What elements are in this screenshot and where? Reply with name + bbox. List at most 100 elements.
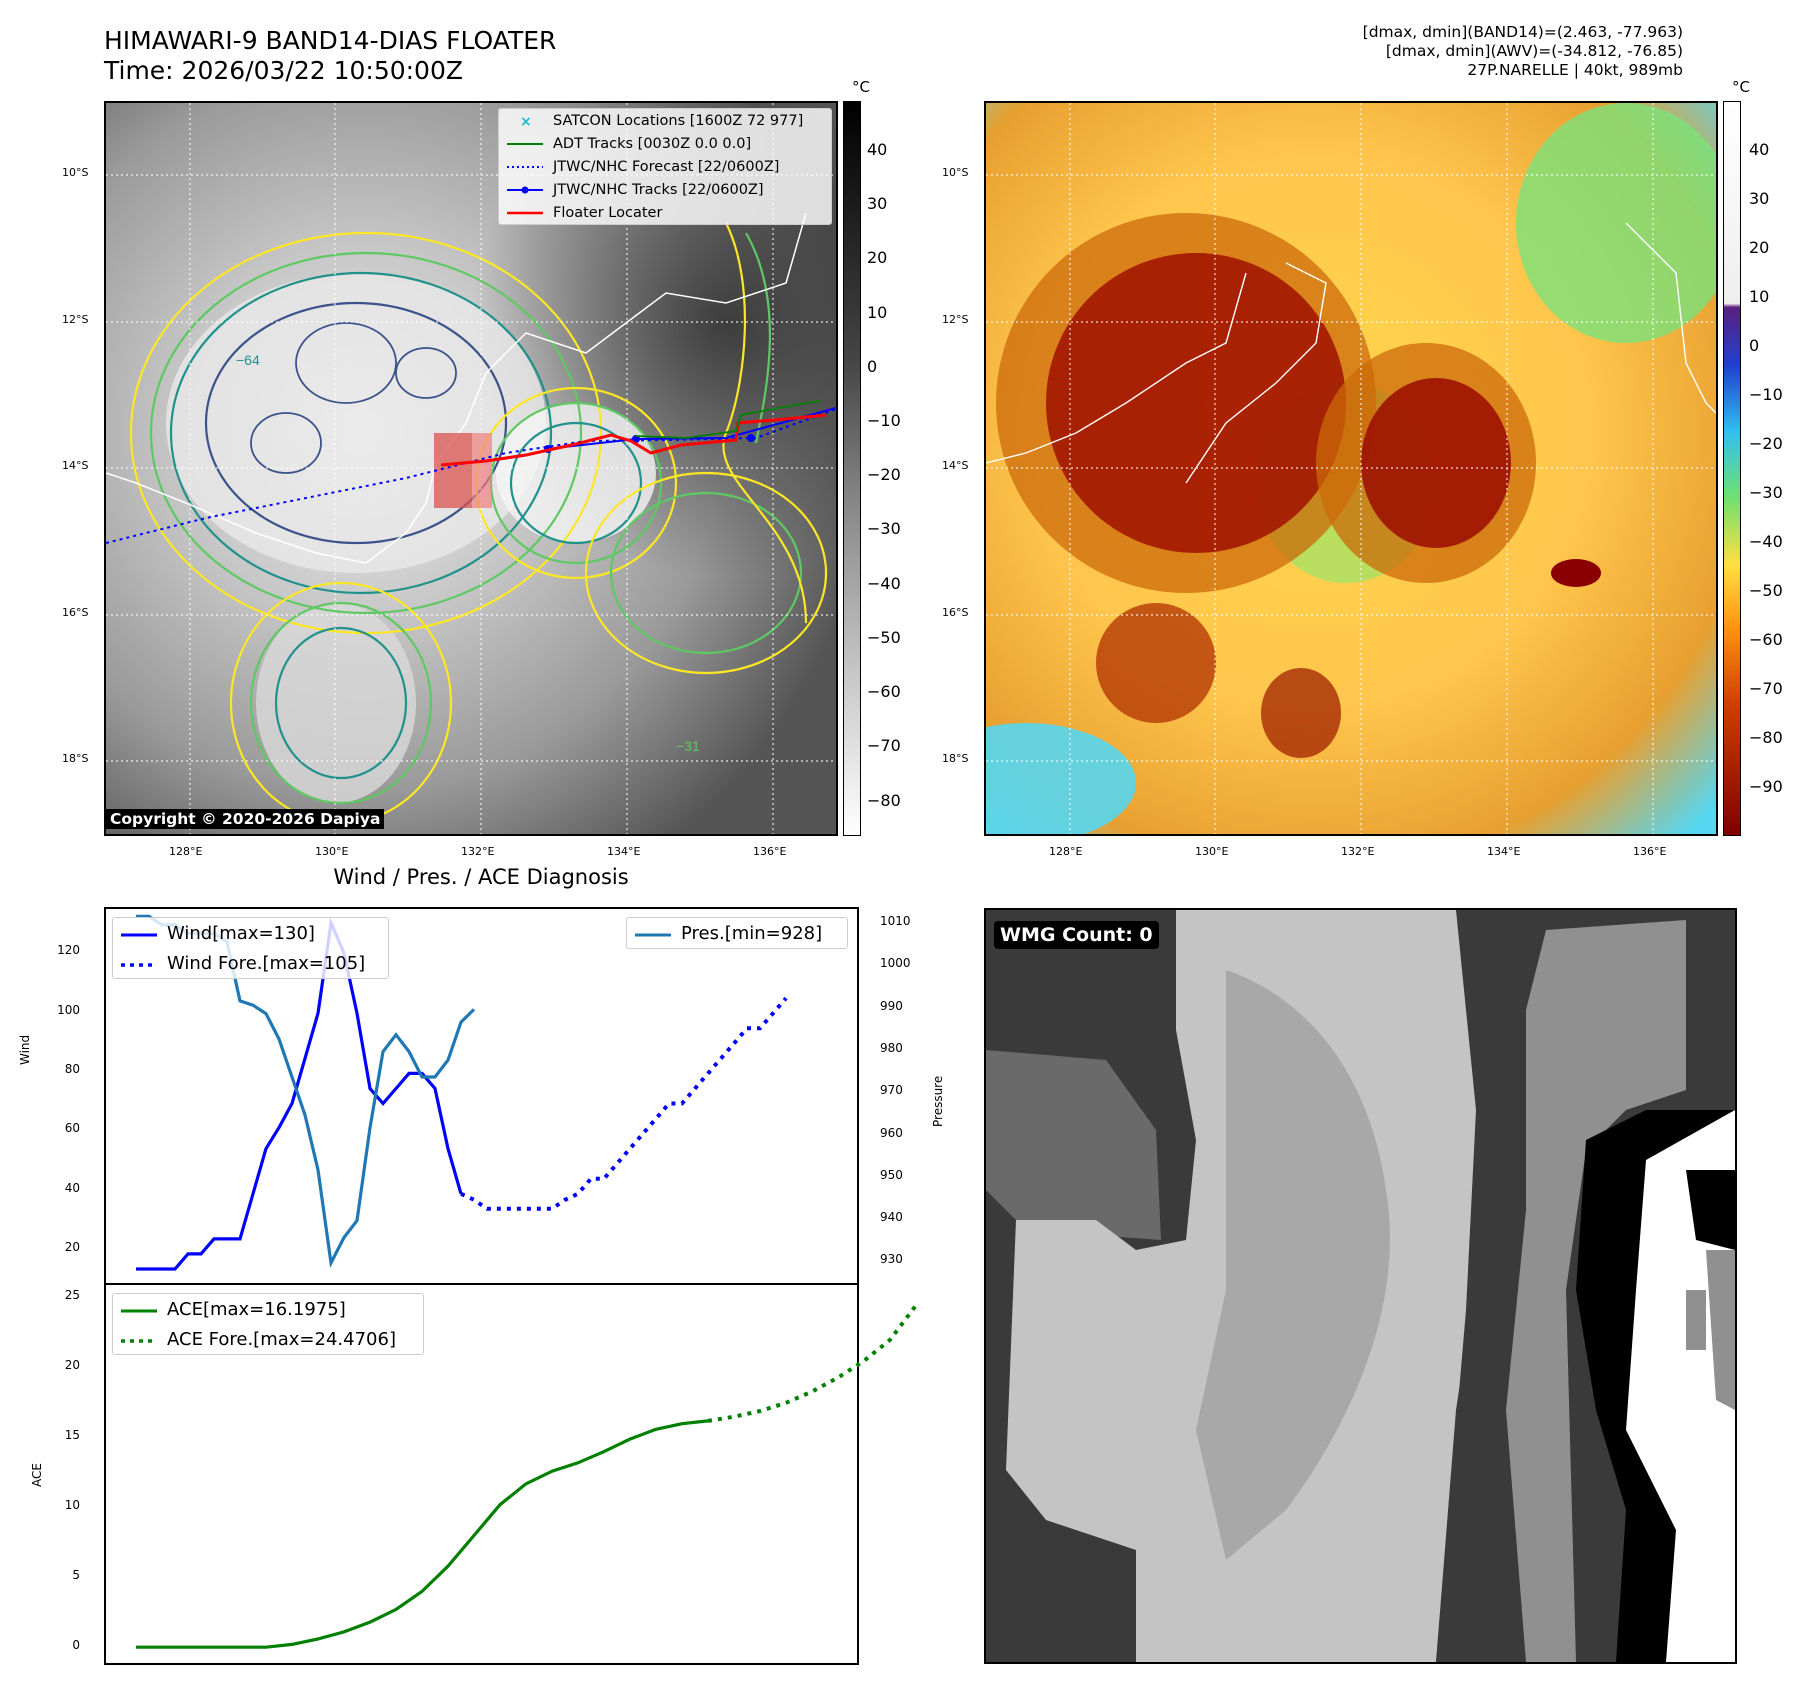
ace-series-line-0 (136, 1419, 709, 1649)
lon-tick: 132°E (461, 845, 495, 858)
lat-tick: 12°S (62, 313, 89, 326)
lon-tick: 130°E (315, 845, 349, 858)
legend-label: SATCON Locations [1600Z 72 977] (553, 112, 804, 129)
ace-tick: 25 (64, 1288, 80, 1302)
cb-tick: 10 (1749, 287, 1770, 306)
series-line-0 (136, 917, 463, 1271)
lon-tick: 136°E (753, 845, 787, 858)
legend-label: Wind Fore.[max=105] (167, 952, 366, 974)
legend-label: JTWC/NHC Tracks [22/0600Z] (553, 181, 764, 198)
pres-tick: 1010 (880, 914, 911, 928)
wmg-panel (984, 908, 1737, 1664)
cb-tick: −60 (867, 682, 901, 701)
cb-tick: −90 (1749, 777, 1783, 796)
solid-line-icon (633, 926, 673, 940)
cb-tick: −40 (1749, 532, 1783, 551)
legend-label: JTWC/NHC Forecast [22/0600Z] (553, 158, 780, 175)
cb-tick: −60 (1749, 630, 1783, 649)
cb-tick: −50 (1749, 581, 1783, 600)
lon-tick: 130°E (1195, 845, 1229, 858)
legend-item-satcon: × SATCON Locations [1600Z 72 977] (499, 109, 831, 132)
ace-tick: 10 (64, 1498, 80, 1512)
ace-tick: 0 (72, 1638, 80, 1652)
lat-tick: 10°S (62, 166, 89, 179)
dotted-line-icon (119, 1332, 159, 1346)
map-legend: × SATCON Locations [1600Z 72 977] ADT Tr… (498, 108, 832, 225)
lat-tick: 16°S (62, 606, 89, 619)
cb-tick: 10 (867, 303, 888, 322)
pres-tick: 990 (880, 999, 903, 1013)
solid-line-icon (119, 926, 159, 940)
title-line-2: Time: 2026/03/22 10:50:00Z (104, 56, 463, 85)
info-line-3: 27P.NARELLE | 40kt, 989mb (1467, 61, 1683, 79)
title-line-1: HIMAWARI-9 BAND14-DIAS FLOATER (104, 26, 557, 55)
cb-tick: 40 (867, 140, 888, 159)
pres-tick: 1000 (880, 956, 911, 970)
cb-tick: 40 (1749, 140, 1770, 159)
lat-tick: 18°S (942, 752, 969, 765)
storm-info: [dmax, dmin](BAND14)=(2.463, -77.963) [d… (1363, 23, 1683, 80)
diagnosis-title: Wind / Pres. / ACE Diagnosis (333, 865, 629, 889)
cb-tick: −70 (867, 736, 901, 755)
solid-line-icon (505, 137, 545, 151)
legend-item-ace: ACE[max=16.1975] (113, 1294, 423, 1324)
pres-tick: 970 (880, 1083, 903, 1097)
wind-tick: 40 (64, 1181, 80, 1195)
cb-tick: 20 (1749, 238, 1770, 257)
ace-tick: 5 (72, 1568, 80, 1582)
colorbar-unit: °C (1732, 78, 1750, 96)
awv-map-image (986, 103, 1716, 834)
line-dot-icon (505, 183, 545, 197)
legend-label: ACE[max=16.1975] (167, 1298, 346, 1320)
awv-map-panel (984, 101, 1718, 836)
cb-tick: −70 (1749, 679, 1783, 698)
svg-text:×: × (520, 114, 532, 128)
ace-series-line-1 (707, 1304, 918, 1423)
pressure-legend: Pres.[min=928] (626, 917, 848, 949)
svg-text:−31: −31 (676, 738, 700, 754)
ace-plot-frame (104, 1283, 859, 1665)
legend-label: Floater Locater (553, 204, 663, 221)
cb-tick: −20 (1749, 434, 1783, 453)
pres-tick: 950 (880, 1168, 903, 1182)
legend-item-tracks: JTWC/NHC Tracks [22/0600Z] (499, 178, 831, 201)
colorbar-unit: °C (852, 78, 870, 96)
lat-tick: 14°S (62, 459, 89, 472)
legend-item-adt: ADT Tracks [0030Z 0.0 0.0] (499, 132, 831, 155)
ace-tick: 20 (64, 1358, 80, 1372)
cb-tick: −80 (867, 791, 901, 810)
pres-tick: 960 (880, 1126, 903, 1140)
lon-tick: 132°E (1341, 845, 1375, 858)
wind-tick: 80 (64, 1062, 80, 1076)
pres-tick: 940 (880, 1210, 903, 1224)
satcon-marker-icon: × (505, 114, 545, 130)
cb-tick: 0 (1749, 336, 1760, 355)
lat-tick: 14°S (942, 459, 969, 472)
cb-tick: −30 (867, 519, 901, 538)
info-line-1: [dmax, dmin](BAND14)=(2.463, -77.963) (1362, 23, 1683, 41)
wind-tick: 20 (64, 1240, 80, 1254)
legend-item-wind: Wind[max=130] (113, 918, 388, 948)
wind-tick: 60 (64, 1121, 80, 1135)
legend-label: ADT Tracks [0030Z 0.0 0.0] (553, 135, 752, 152)
lon-tick: 136°E (1633, 845, 1667, 858)
copyright-label: Copyright © 2020-2026 Dapiya (106, 809, 385, 829)
chart-title: HIMAWARI-9 BAND14-DIAS FLOATER Time: 202… (104, 26, 556, 86)
wind-legend: Wind[max=130] Wind Fore.[max=105] (112, 917, 389, 979)
wmg-count-label: WMG Count: 0 (994, 921, 1159, 949)
dotted-line-icon (505, 160, 545, 174)
cb-tick: −50 (867, 628, 901, 647)
cb-tick: 30 (867, 194, 888, 213)
legend-label: ACE Fore.[max=24.4706] (167, 1328, 396, 1350)
ace-layer (136, 1304, 918, 1649)
cb-tick: 0 (867, 357, 878, 376)
cb-tick: −30 (1749, 483, 1783, 502)
lat-tick: 18°S (62, 752, 89, 765)
lon-tick: 134°E (1487, 845, 1521, 858)
pres-tick: 980 (880, 1041, 903, 1055)
legend-item-forecast: JTWC/NHC Forecast [22/0600Z] (499, 155, 831, 178)
cb-tick: −80 (1749, 728, 1783, 747)
info-line-2: [dmax, dmin](AWV)=(-34.812, -76.85) (1385, 42, 1683, 60)
cb-tick: −10 (867, 411, 901, 430)
ace-tick: 15 (64, 1428, 80, 1442)
